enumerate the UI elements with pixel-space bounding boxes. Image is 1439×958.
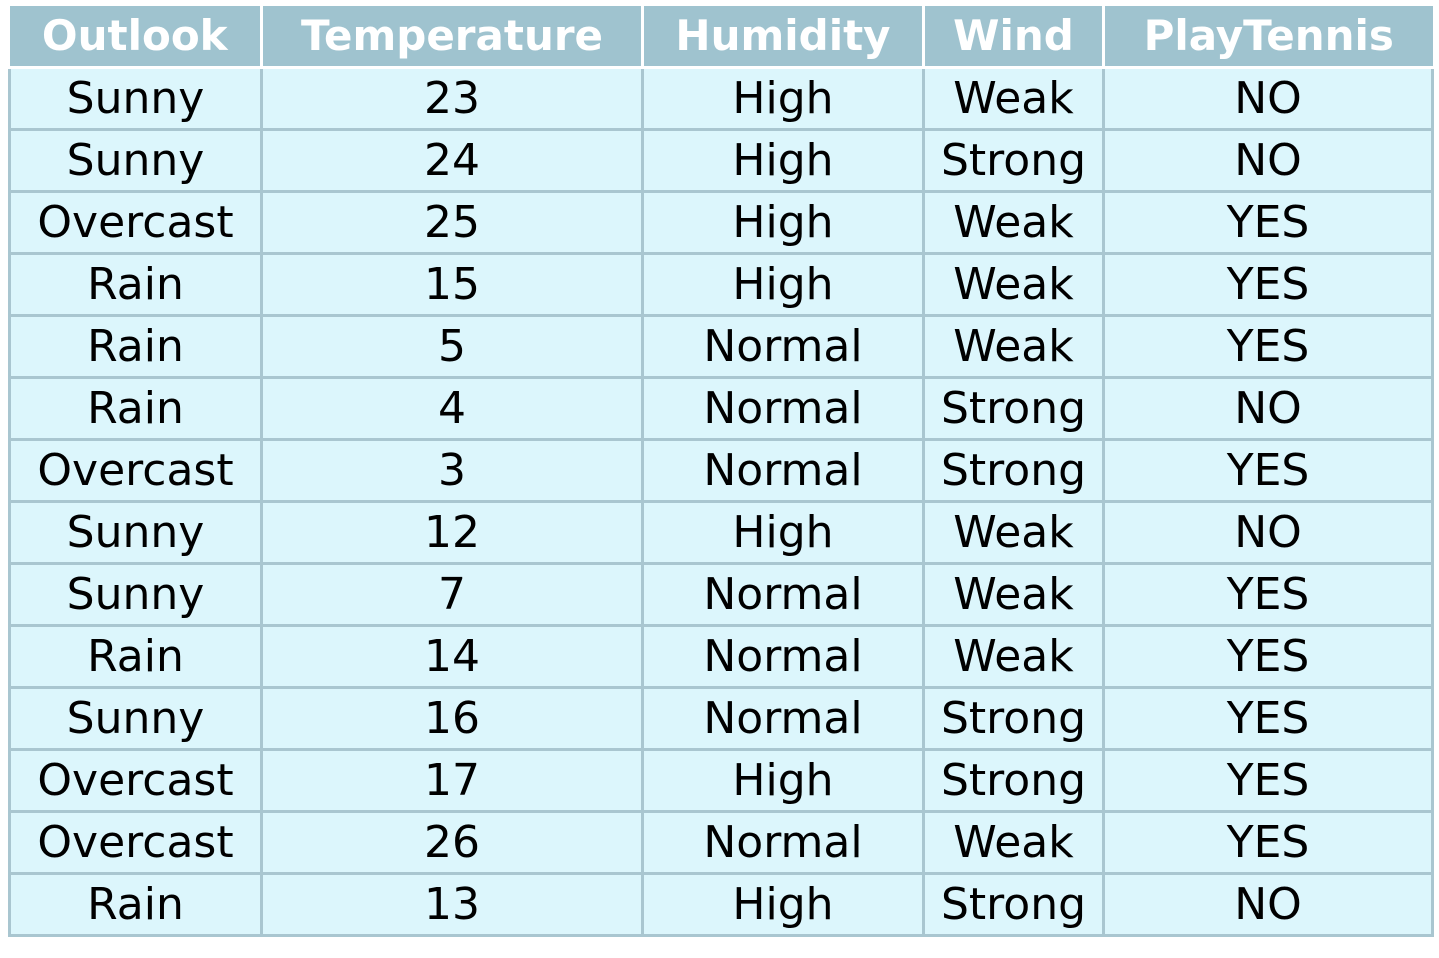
table-header: Outlook Temperature Humidity Wind PlayTennis (9, 6, 1433, 69)
cell-playtennis: YES (1102, 190, 1434, 255)
cell-wind: Weak (922, 190, 1105, 255)
cell-playtennis: YES (1102, 686, 1434, 751)
cell-wind: Weak (922, 624, 1105, 689)
cell-temperature: 23 (260, 66, 644, 131)
table-row: Overcast 26 Normal Weak YES (8, 810, 1434, 875)
cell-playtennis: YES (1102, 748, 1434, 813)
cell-humidity: High (641, 66, 925, 131)
table-row: Rain 4 Normal Strong NO (8, 376, 1434, 441)
cell-wind: Strong (922, 686, 1105, 751)
column-header-outlook: Outlook (9, 6, 263, 69)
cell-wind: Weak (922, 66, 1105, 131)
cell-wind: Weak (922, 810, 1105, 875)
play-tennis-table: Outlook Temperature Humidity Wind PlayTennis… (8, 6, 1434, 937)
cell-humidity: Normal (641, 810, 925, 875)
cell-outlook: Sunny (8, 562, 263, 627)
table-row: Sunny 12 High Weak NO (8, 500, 1434, 565)
cell-outlook: Sunny (8, 686, 263, 751)
cell-wind: Weak (922, 314, 1105, 379)
cell-wind: Strong (922, 376, 1105, 441)
cell-outlook: Sunny (8, 66, 263, 131)
cell-humidity: Normal (641, 438, 925, 503)
cell-temperature: 13 (260, 872, 644, 937)
cell-playtennis: NO (1102, 66, 1434, 131)
cell-outlook: Sunny (8, 128, 263, 193)
cell-wind: Weak (922, 252, 1105, 317)
table-row: Overcast 25 High Weak YES (8, 190, 1434, 255)
column-header-playtennis: PlayTennis (1102, 6, 1433, 69)
cell-wind: Strong (922, 128, 1105, 193)
cell-playtennis: NO (1102, 376, 1434, 441)
column-header-wind: Wind (922, 6, 1105, 69)
header-row: Outlook Temperature Humidity Wind PlayTennis (9, 6, 1433, 69)
table-row: Sunny 7 Normal Weak YES (8, 562, 1434, 627)
cell-temperature: 25 (260, 190, 644, 255)
cell-humidity: Normal (641, 314, 925, 379)
cell-outlook: Overcast (8, 748, 263, 813)
cell-outlook: Rain (8, 314, 263, 379)
cell-outlook: Rain (8, 376, 263, 441)
cell-wind: Strong (922, 438, 1105, 503)
cell-playtennis: YES (1102, 624, 1434, 689)
cell-playtennis: YES (1102, 314, 1434, 379)
cell-temperature: 26 (260, 810, 644, 875)
cell-humidity: Normal (641, 562, 925, 627)
table-body: Sunny 23 High Weak NO Sunny 24 High Strong NO Over… (8, 66, 1434, 937)
cell-playtennis: NO (1102, 872, 1434, 937)
table-row: Sunny 16 Normal Strong YES (8, 686, 1434, 751)
cell-outlook: Overcast (8, 438, 263, 503)
cell-outlook: Rain (8, 624, 263, 689)
cell-wind: Strong (922, 872, 1105, 937)
table-row: Rain 15 High Weak YES (8, 252, 1434, 317)
cell-temperature: 14 (260, 624, 644, 689)
table-row: Rain 5 Normal Weak YES (8, 314, 1434, 379)
cell-wind: Weak (922, 500, 1105, 565)
column-header-humidity: Humidity (641, 6, 925, 69)
cell-outlook: Overcast (8, 810, 263, 875)
cell-humidity: High (641, 748, 925, 813)
cell-outlook: Sunny (8, 500, 263, 565)
table-row: Sunny 23 High Weak NO (8, 66, 1434, 131)
cell-temperature: 16 (260, 686, 644, 751)
cell-playtennis: NO (1102, 500, 1434, 565)
table-row: Overcast 3 Normal Strong YES (8, 438, 1434, 503)
table-row: Sunny 24 High Strong NO (8, 128, 1434, 193)
cell-temperature: 5 (260, 314, 644, 379)
cell-wind: Strong (922, 748, 1105, 813)
cell-temperature: 3 (260, 438, 644, 503)
cell-temperature: 7 (260, 562, 644, 627)
cell-temperature: 17 (260, 748, 644, 813)
cell-temperature: 4 (260, 376, 644, 441)
cell-temperature: 12 (260, 500, 644, 565)
table-row: Rain 14 Normal Weak YES (8, 624, 1434, 689)
cell-playtennis: YES (1102, 562, 1434, 627)
cell-humidity: High (641, 128, 925, 193)
cell-wind: Weak (922, 562, 1105, 627)
table-row: Rain 13 High Strong NO (8, 872, 1434, 937)
cell-temperature: 24 (260, 128, 644, 193)
cell-playtennis: YES (1102, 438, 1434, 503)
cell-humidity: High (641, 252, 925, 317)
cell-outlook: Overcast (8, 190, 263, 255)
table-row: Overcast 17 High Strong YES (8, 748, 1434, 813)
cell-humidity: Normal (641, 686, 925, 751)
cell-humidity: Normal (641, 376, 925, 441)
cell-outlook: Rain (8, 872, 263, 937)
cell-humidity: High (641, 872, 925, 937)
cell-playtennis: NO (1102, 128, 1434, 193)
cell-playtennis: YES (1102, 252, 1434, 317)
cell-temperature: 15 (260, 252, 644, 317)
cell-outlook: Rain (8, 252, 263, 317)
column-header-temperature: Temperature (260, 6, 644, 69)
cell-humidity: High (641, 500, 925, 565)
cell-humidity: High (641, 190, 925, 255)
cell-humidity: Normal (641, 624, 925, 689)
cell-playtennis: YES (1102, 810, 1434, 875)
